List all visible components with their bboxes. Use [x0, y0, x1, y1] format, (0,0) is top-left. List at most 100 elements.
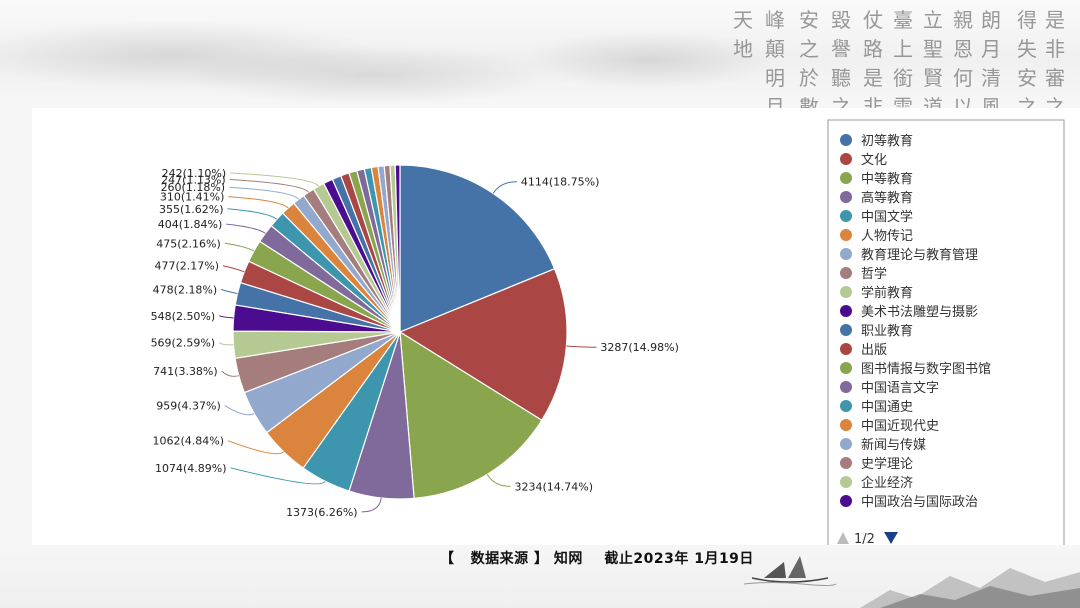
pie-chart: 4114(18.75%) 3287(14.98%) 3234(14.74%) 1373… [151, 119, 1065, 545]
data-label: 3234(14.74%) [515, 480, 594, 493]
label-connector [218, 342, 234, 346]
legend-item[interactable]: 中国文学 [861, 209, 913, 225]
label-connector [228, 196, 289, 209]
legend-item[interactable]: 中国近现代史 [861, 419, 939, 434]
label-connector [224, 242, 255, 252]
mist-decoration [520, 30, 780, 90]
mist-decoration [180, 45, 560, 105]
legend-marker [840, 457, 852, 469]
pie-slice[interactable] [394, 164, 401, 333]
calligraphy-column: 峰顛明月 [765, 8, 785, 119]
legend-page-indicator: 1/2 [854, 532, 875, 545]
calligraphy-column: 天地 [733, 8, 753, 61]
header-background [0, 0, 1080, 108]
data-label: 242(1.10%) [162, 167, 227, 180]
legend-marker [840, 153, 852, 165]
legend-marker [840, 248, 852, 260]
label-connector [224, 405, 255, 416]
legend-item[interactable]: 人物传记 [861, 229, 913, 244]
triangle-down-icon[interactable] [884, 532, 898, 544]
legend-item[interactable]: 文化 [861, 153, 887, 168]
legend-item[interactable]: 新闻与传媒 [861, 437, 926, 453]
data-label: 548(2.50%) [151, 310, 216, 323]
legend-item[interactable]: 教育理论与教育管理 [861, 247, 978, 263]
data-label: 477(2.17%) [154, 260, 219, 273]
label-connector [229, 186, 299, 200]
pie-slices [232, 164, 568, 500]
label-connector [492, 181, 517, 194]
label-connector [361, 497, 382, 513]
legend-box [827, 119, 1065, 545]
calligraphy-column: 臺上銜雲 [893, 8, 913, 119]
data-label: 478(2.18%) [153, 284, 218, 297]
mist-decoration [0, 20, 380, 90]
calligraphy-column: 得失安之 [1017, 8, 1037, 119]
legend-item[interactable]: 图书情报与数字图书馆 [861, 362, 991, 377]
label-connector [222, 265, 245, 273]
legend-item[interactable]: 学前教育 [861, 285, 913, 301]
calligraphy-column: 朗月清風 [981, 8, 1001, 119]
legend-item[interactable]: 中国政治与国际政治 [861, 495, 978, 510]
legend-item[interactable]: 高等教育 [861, 190, 913, 206]
data-label: 355(1.62%) [159, 203, 224, 216]
legend-item[interactable]: 企业经济 [861, 475, 913, 491]
data-label: 260(1.18%) [161, 181, 226, 194]
label-connector [486, 474, 511, 487]
legend: 初等教育文化中等教育高等教育中国文学人物传记教育理论与教育管理哲学学前教育美术书… [827, 119, 1065, 545]
legend-item[interactable]: 美术书法雕塑与摄影 [861, 305, 978, 320]
legend-marker [840, 419, 852, 431]
legend-marker [840, 400, 852, 412]
legend-marker [840, 286, 852, 298]
legend-item[interactable]: 史学理论 [861, 456, 913, 472]
legend-marker [840, 267, 852, 279]
legend-marker [840, 305, 852, 317]
legend-marker [840, 134, 852, 146]
calligraphy-column: 仗路是非 [863, 8, 883, 119]
label-connector [229, 179, 310, 193]
triangle-up-icon[interactable] [837, 532, 849, 544]
data-label: 4114(18.75%) [521, 176, 600, 189]
legend-item[interactable]: 职业教育 [861, 323, 913, 339]
calligraphy-column: 毀譽聽之 [831, 8, 851, 119]
pie-slice[interactable] [399, 330, 543, 500]
boat-decoration [743, 556, 837, 586]
data-label: 310(1.41%) [160, 191, 225, 204]
legend-marker [840, 172, 852, 184]
data-label: 247(1.13%) [161, 174, 226, 187]
calligraphy-decoration: 是非審之 得失安之 朗月清風 親恩何以 立聖賢道 臺上銜雲 仗路是非 毀譽聽之 … [724, 6, 1074, 119]
label-connector [230, 172, 320, 187]
data-label: 959(4.37%) [156, 400, 221, 413]
label-connector [221, 289, 238, 295]
legend-marker [840, 495, 852, 507]
legend-item[interactable]: 哲学 [861, 266, 887, 282]
label-connector [227, 440, 284, 455]
pie-slice[interactable] [398, 267, 568, 422]
label-connector [219, 315, 234, 319]
legend-marker [840, 210, 852, 222]
calligraphy-column: 是非審之 [1045, 8, 1065, 119]
legend-fade [836, 520, 1056, 529]
legend-item[interactable]: 中等教育 [861, 171, 913, 187]
pie-slice[interactable] [399, 164, 556, 333]
legend-marker [840, 362, 852, 374]
data-label: 475(2.16%) [156, 237, 221, 250]
data-label: 3287(14.98%) [600, 341, 679, 354]
mountain-decoration [860, 568, 1080, 608]
chart-panel: 4114(18.75%) 3287(14.98%) 3234(14.74%) 1373… [32, 108, 1080, 545]
data-label: 1373(6.26%) [286, 506, 358, 519]
label-connector [226, 223, 266, 234]
legend-marker [840, 191, 852, 203]
legend-item[interactable]: 中国语言文字 [861, 381, 939, 396]
legend-item[interactable]: 出版 [861, 343, 887, 358]
legend-marker [840, 476, 852, 488]
label-connector [230, 467, 326, 485]
calligraphy-column: 立聖賢道 [923, 8, 943, 119]
legend-item[interactable]: 中国通史 [861, 400, 913, 415]
legend-item[interactable]: 初等教育 [861, 133, 913, 149]
label-connector [227, 208, 278, 220]
data-label: 1062(4.84%) [152, 435, 224, 448]
legend-marker [840, 381, 852, 393]
legend-marker [840, 229, 852, 241]
data-source-note: 【 数据来源 】 知网 截止2023年 1月19日 [440, 551, 754, 567]
data-labels: 4114(18.75%) 3287(14.98%) 3234(14.74%) 1373… [151, 167, 679, 519]
